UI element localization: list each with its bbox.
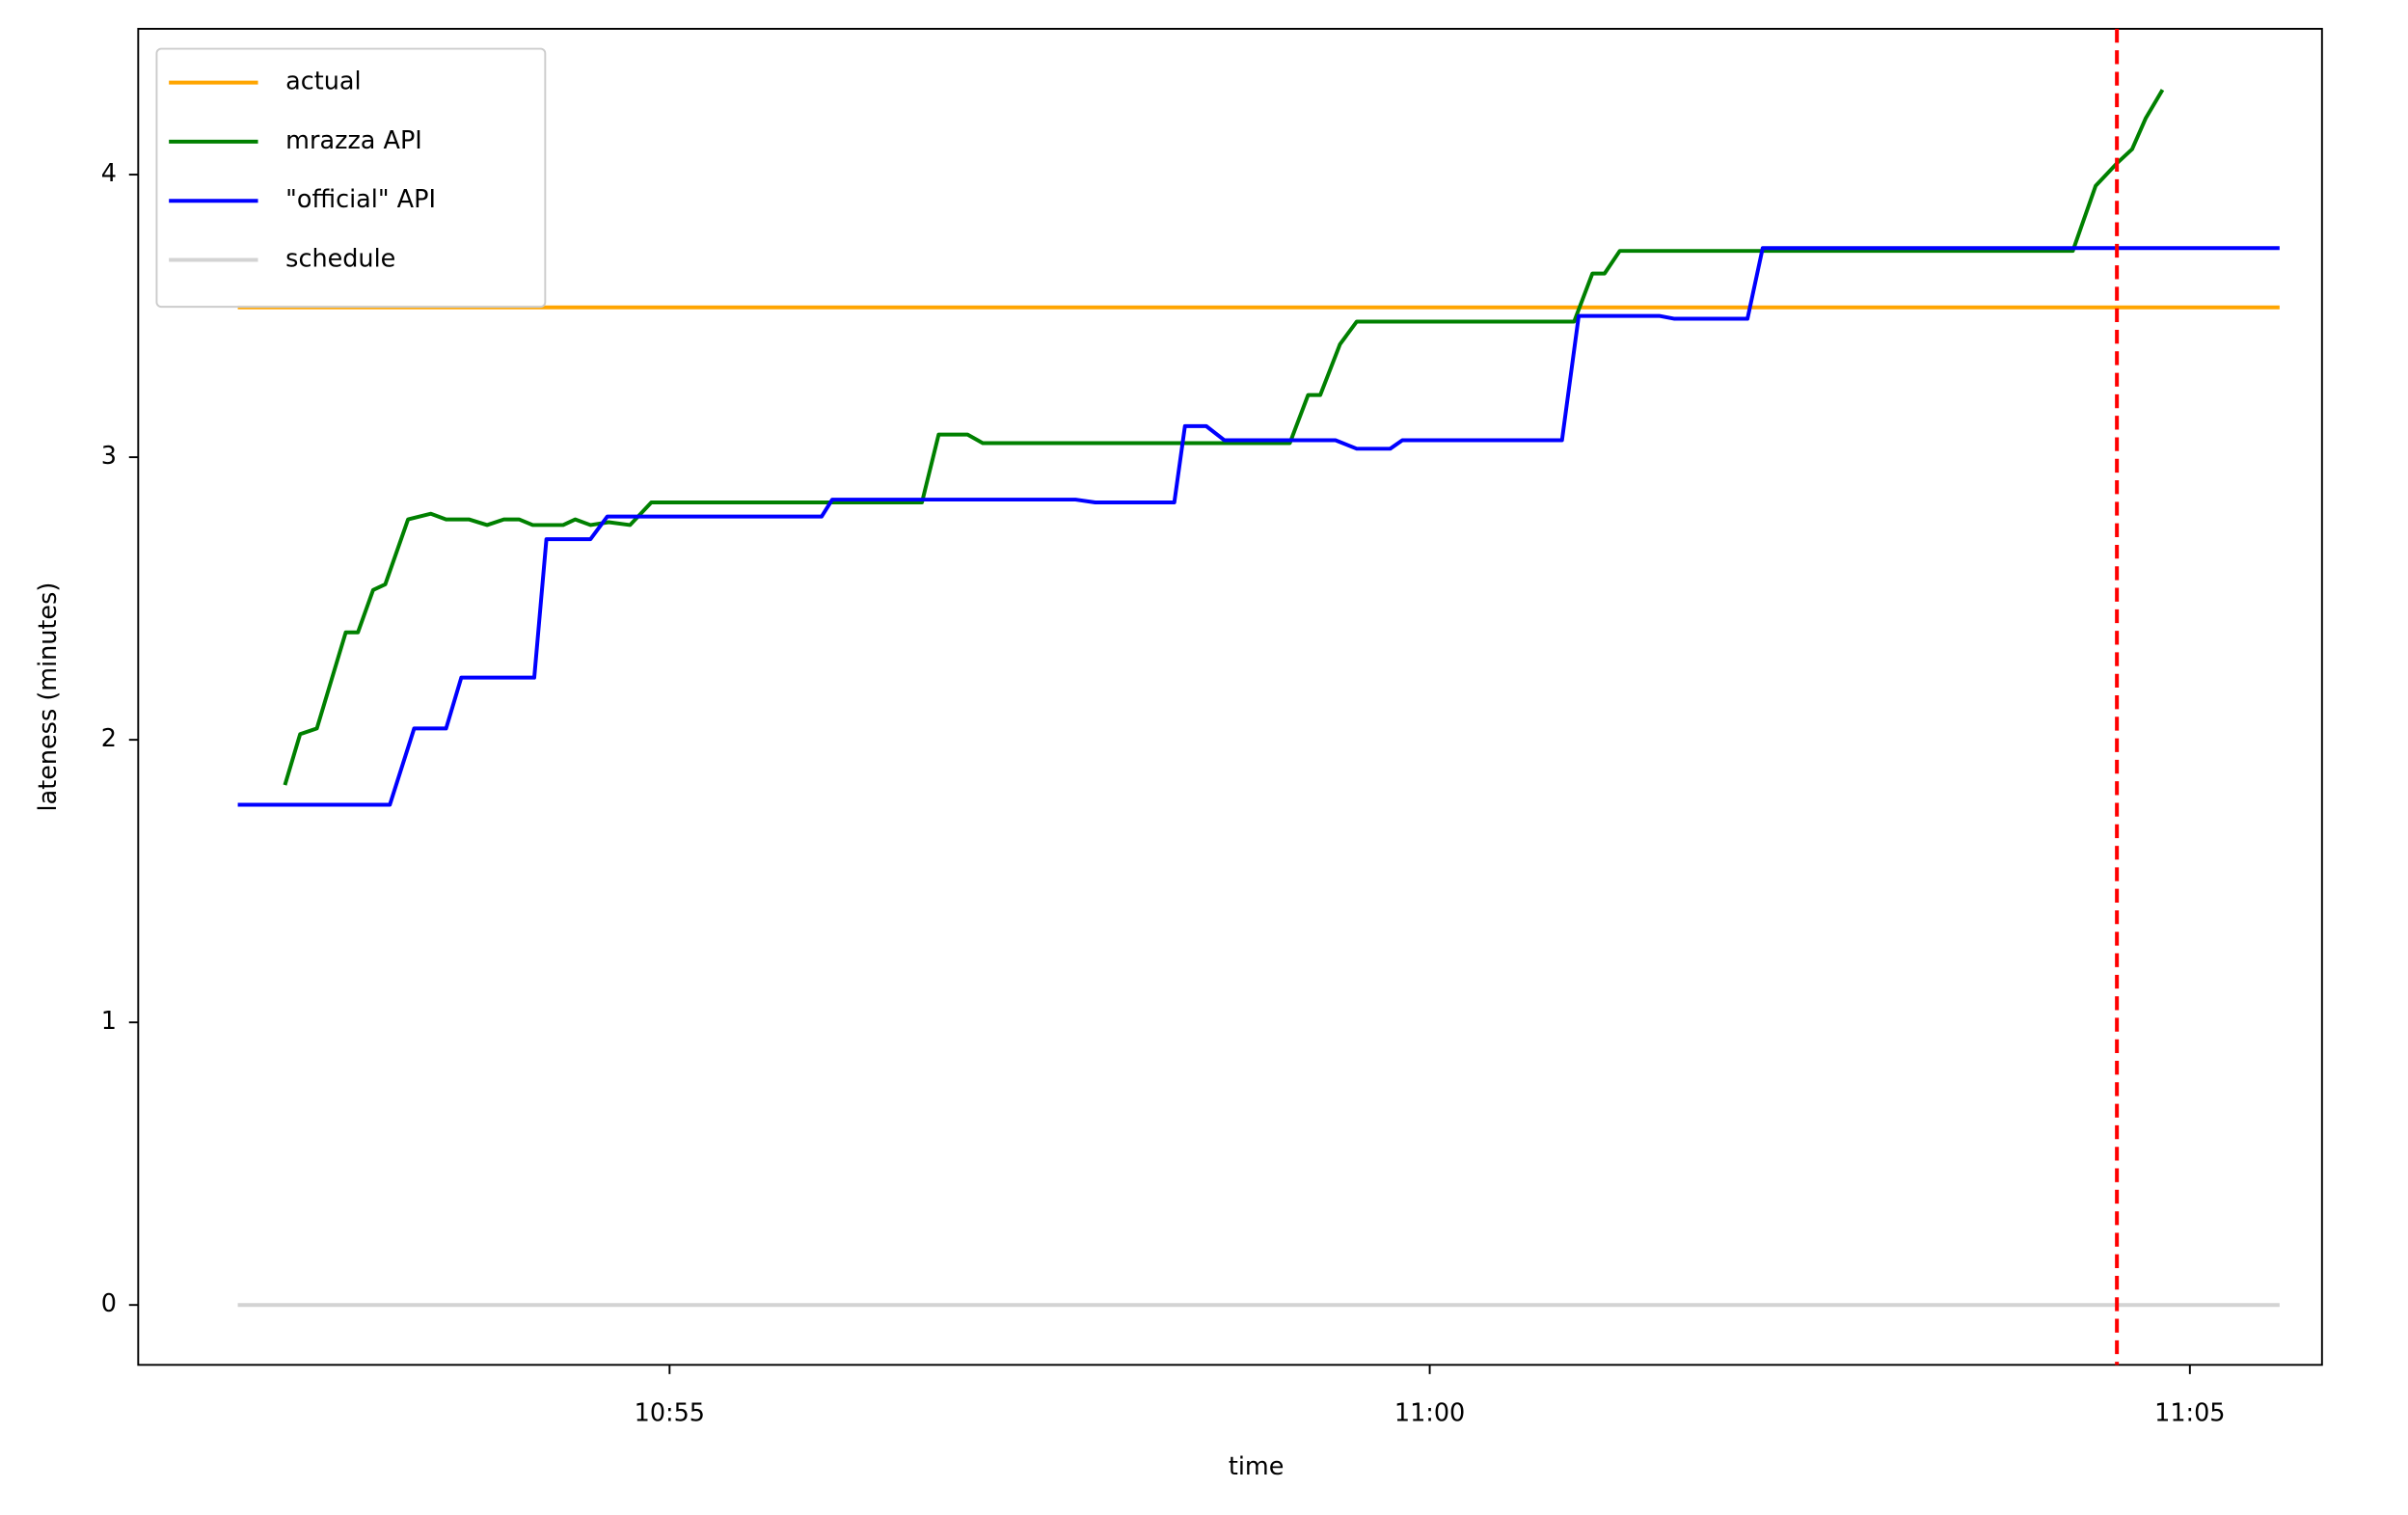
series-line xyxy=(283,89,2165,786)
x-tick-label: 11:05 xyxy=(2154,1398,2225,1427)
x-tick-label: 11:00 xyxy=(1394,1398,1465,1427)
legend-label: "official" API xyxy=(285,185,436,214)
y-tick-label: 1 xyxy=(101,1007,117,1036)
x-tick-label: 10:55 xyxy=(635,1398,705,1427)
y-tick-label: 3 xyxy=(101,442,117,471)
legend-label: mrazza API xyxy=(285,126,422,155)
legend-label: actual xyxy=(285,68,361,96)
legend-box xyxy=(155,47,547,309)
y-tick-label: 2 xyxy=(101,724,117,753)
x-axis-label: time xyxy=(1229,1452,1285,1481)
plot-frame xyxy=(137,27,2323,1366)
y-tick-label: 0 xyxy=(101,1289,117,1318)
legend-label: schedule xyxy=(285,245,395,274)
series-line xyxy=(237,246,2280,807)
y-tick-label: 4 xyxy=(101,159,117,188)
y-axis-label: lateness (minutes) xyxy=(34,582,63,812)
